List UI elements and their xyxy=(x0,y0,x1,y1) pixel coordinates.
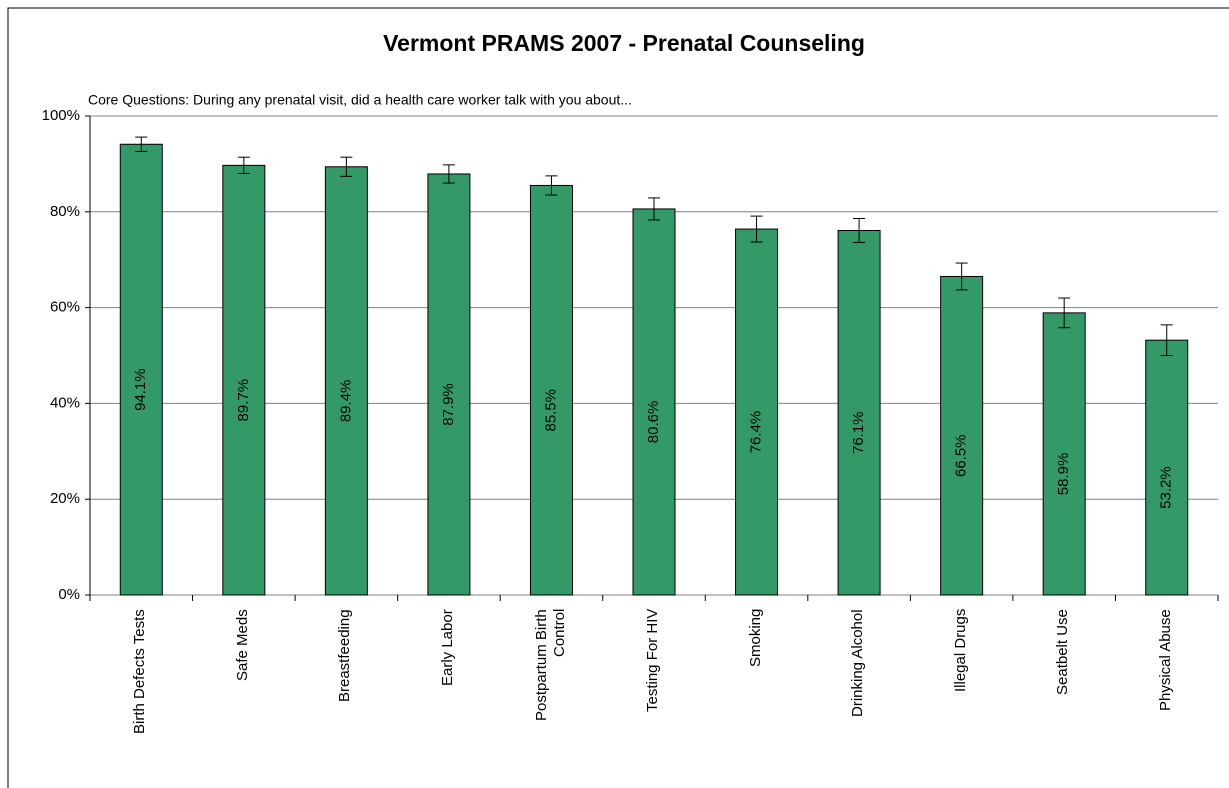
y-tick-label: 40% xyxy=(50,394,80,411)
y-tick-label: 100% xyxy=(42,107,80,124)
data-label: 89.7% xyxy=(235,379,252,422)
bar xyxy=(222,164,266,596)
data-label: 76.4% xyxy=(748,411,765,454)
bar xyxy=(735,228,779,596)
x-tick-label: Physical Abuse xyxy=(1156,609,1174,711)
chart-border xyxy=(7,7,1229,788)
y-tick-label: 20% xyxy=(50,490,80,507)
data-label: 80.6% xyxy=(645,401,662,444)
y-tick-label: 0% xyxy=(58,586,80,603)
bar xyxy=(119,143,163,596)
x-tick-label: Seatbelt Use xyxy=(1054,609,1072,695)
chart-subtitle: Core Questions: During any prenatal visi… xyxy=(88,92,632,108)
x-tick-label: Illegal Drugs xyxy=(951,609,969,693)
x-tick-label: Early Labor xyxy=(438,609,456,686)
data-label: 76.1% xyxy=(850,411,867,454)
bar xyxy=(529,184,573,596)
data-label: 89.4% xyxy=(337,380,354,423)
data-label: 85.5% xyxy=(542,389,559,432)
bar xyxy=(427,173,471,596)
bar xyxy=(1042,312,1086,596)
x-tick-label: Postpartum Birth Control xyxy=(533,609,569,721)
x-tick-label: Testing For HIV xyxy=(644,609,661,713)
bar xyxy=(632,208,676,596)
data-label: 66.5% xyxy=(953,434,970,477)
data-label: 58.9% xyxy=(1055,453,1072,496)
data-label: 87.9% xyxy=(440,383,457,426)
x-tick-label: Smoking xyxy=(746,609,764,668)
data-label: 53.2% xyxy=(1158,466,1175,509)
chart-title: Vermont PRAMS 2007 - Prenatal Counseling xyxy=(383,30,865,56)
bar xyxy=(837,229,881,596)
x-tick-label: Drinking Alcohol xyxy=(849,609,867,717)
y-tick-label: 60% xyxy=(50,299,80,316)
bar xyxy=(324,166,368,596)
y-tick-label: 80% xyxy=(50,203,80,220)
x-tick-label: Safe Meds xyxy=(233,609,251,681)
data-label: 94.1% xyxy=(132,368,149,411)
bar xyxy=(940,275,984,596)
bar xyxy=(1145,339,1189,596)
x-tick-label: Breastfeeding xyxy=(336,609,354,702)
x-tick-label: Birth Defects Tests xyxy=(131,609,149,734)
